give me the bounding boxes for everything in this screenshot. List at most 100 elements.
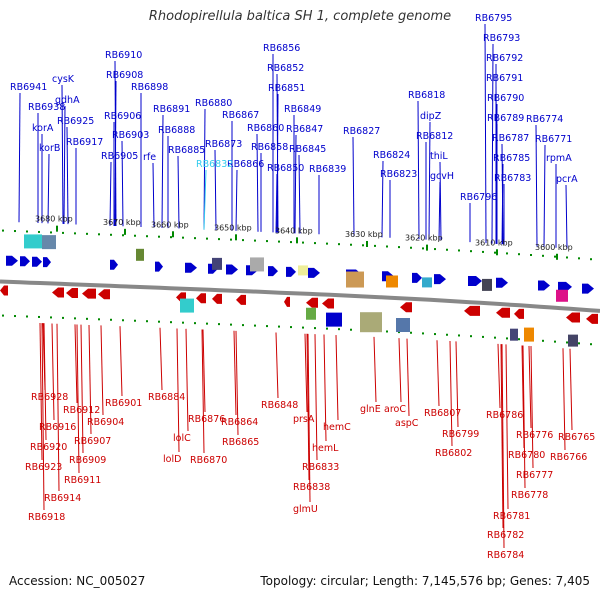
feature-box [306,307,316,320]
kbp-tick-mark [56,225,58,232]
reverse-gene-arrow [306,297,318,308]
inner-tick [86,317,88,320]
reverse-gene-label: RB6876 [188,414,225,425]
feature-box [42,235,56,250]
forward-gene-label: dipZ [420,111,442,122]
outer-tick [254,239,256,242]
forward-leader-line [352,136,355,236]
outer-tick [590,258,592,261]
reverse-gene-arrow [52,287,64,298]
forward-leader-line [381,160,384,238]
reverse-gene-label: RB6918 [28,512,65,523]
forward-gene-arrow [226,264,238,275]
reverse-leader-line [56,323,60,492]
reverse-leader-line [275,332,279,399]
forward-gene-arrow [538,280,550,291]
outer-tick [518,253,520,256]
reverse-gene-arrow [514,308,524,319]
genome-title: Rhodopirellula baltica SH 1, complete ge… [0,9,600,24]
inner-tick [566,341,568,344]
forward-gene-arrow [185,262,197,273]
feature-box [556,289,568,302]
outer-tick [302,241,304,244]
reverse-gene-label: RB6799 [442,429,479,440]
reverse-gene-label: RB6865 [222,437,259,448]
outer-tick [374,244,376,247]
reverse-leader-line [314,334,318,461]
forward-gene-label: RB6885 [168,145,205,156]
genome-title-text: Rhodopirellula baltica SH 1, complete ge… [148,9,452,24]
forward-gene-label: RB6905 [101,151,138,162]
reverse-gene-label: RB6911 [64,475,101,486]
outer-tick [434,248,436,251]
reverse-gene-label: RB6907 [74,436,111,447]
reverse-gene-label: RB6914 [44,493,81,504]
inner-tick [410,331,412,334]
forward-gene-label: RB6791 [486,73,523,84]
forward-gene-arrow [496,277,508,288]
reverse-gene-arrow [0,285,8,296]
forward-gene-arrow [20,256,30,267]
inner-tick [554,340,556,343]
forward-gene-label: RB6903 [112,130,149,141]
inner-tick [134,319,136,322]
reverse-gene-label: RB6765 [558,432,595,443]
kbp-tick-mark [496,249,498,256]
forward-gene-label: RB6852 [267,63,304,74]
outer-tick [542,254,544,257]
inner-tick [470,335,472,338]
reverse-gene-label: glnE [360,404,381,415]
forward-gene-label: RB6910 [105,50,142,61]
outer-tick [38,230,40,233]
reverse-gene-label: RB6778 [511,490,548,501]
inner-tick [446,333,448,336]
forward-leader-line [214,149,217,231]
outer-tick [86,232,88,235]
outer-tick [482,250,484,253]
forward-leader-line [61,84,64,224]
feature-box [568,334,578,347]
forward-gene-label: RB6847 [286,124,323,135]
reverse-gene-arrow [98,289,110,300]
outer-tick [458,249,460,252]
reverse-leader-line [505,344,509,510]
inner-tick [506,337,508,340]
forward-leader-line [177,155,180,229]
outer-tick [74,232,76,235]
forward-gene-label: RB6941 [10,82,47,93]
forward-gene-arrow [6,255,18,266]
forward-leader-line [109,161,112,226]
kbp-tick-mark [426,244,428,251]
forward-gene-label: RB6812 [416,131,453,142]
kbp-tick-label: 3680 kbp [35,215,73,224]
forward-gene-label: RB6793 [483,33,520,44]
inner-tick [218,323,220,326]
outer-tick [350,243,352,246]
forward-gene-label: RB6917 [66,137,103,148]
feature-box [482,278,492,291]
forward-gene-label: RB6785 [493,153,530,164]
reverse-gene-arrow [212,293,222,304]
reverse-gene-arrow [566,312,580,323]
inner-tick [398,331,400,334]
forward-leader-line [114,80,117,227]
outer-tick [422,247,424,250]
inner-tick [50,316,52,319]
feature-box [346,271,364,288]
forward-leader-line [298,154,301,234]
reverse-gene-label: RB6916 [39,422,76,433]
reverse-gene-label: hemL [312,443,339,454]
inner-tick [458,334,460,337]
reverse-gene-label: aroC [384,404,406,415]
genome-stats-text: Topology: circular; Length: 7,145,576 bp… [260,574,590,588]
forward-gene-arrow [110,259,118,270]
forward-gene-label: rpmA [546,153,572,164]
forward-gene-label: RB6823 [380,169,417,180]
kbp-tick-label: 3620 kbp [405,234,443,243]
forward-leader-line [256,133,259,232]
outer-tick [530,253,532,256]
forward-gene-label: RB6783 [494,173,531,184]
forward-gene-label: RB6898 [131,82,168,93]
forward-gene-label: RB6888 [158,125,195,136]
reverse-leader-line [449,340,453,447]
